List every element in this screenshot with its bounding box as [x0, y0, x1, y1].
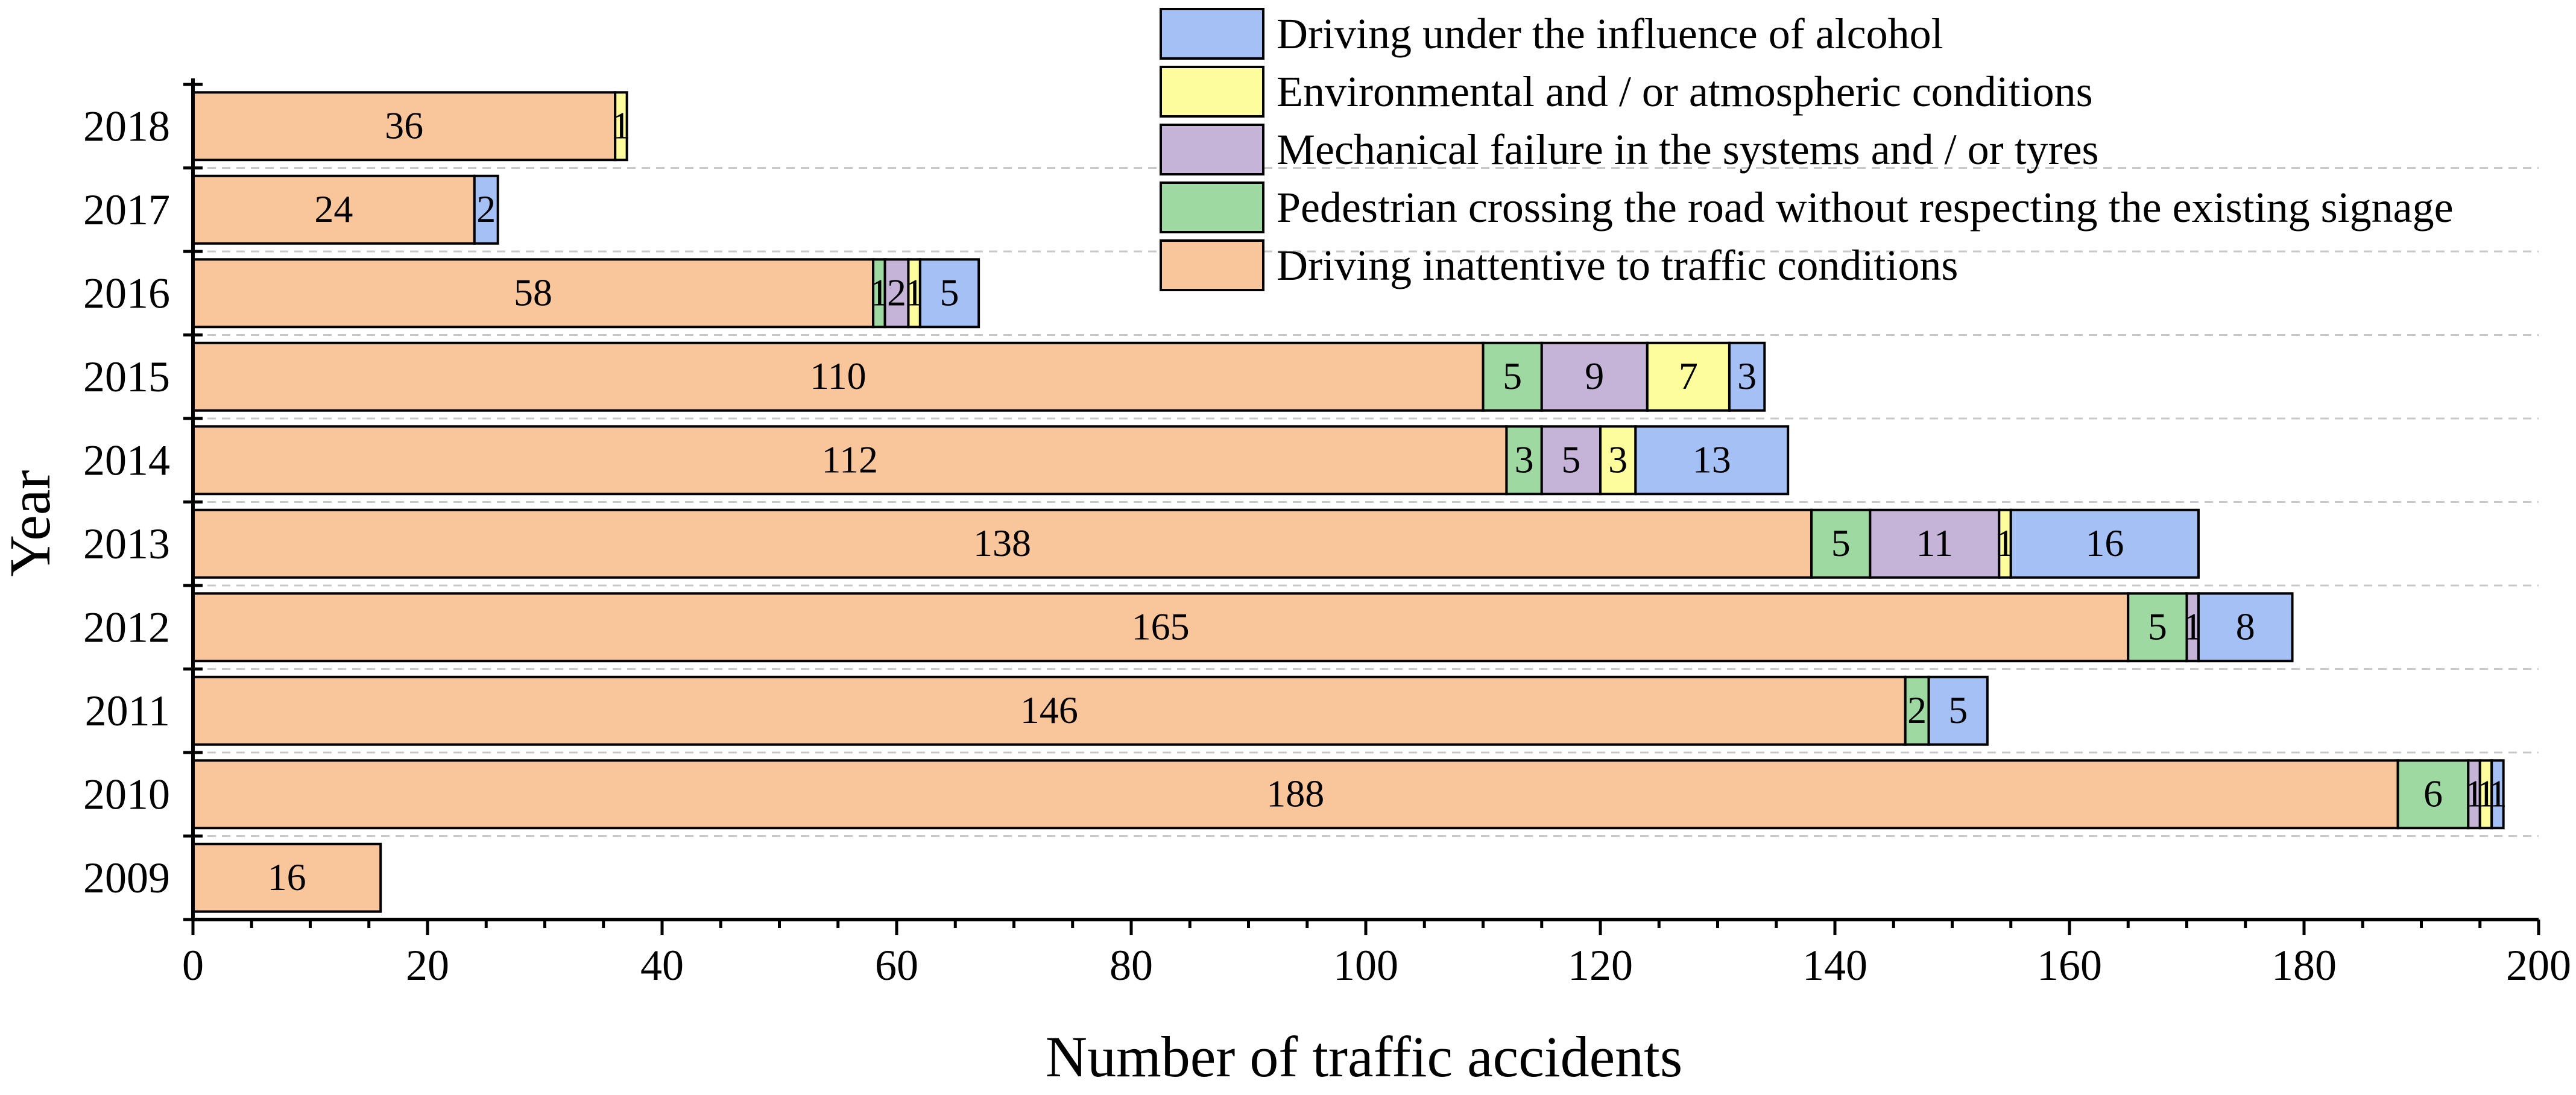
bar-value-label: 13: [1693, 438, 1731, 481]
bar-value-label: 6: [2423, 772, 2443, 815]
x-tick-label: 0: [182, 941, 204, 989]
bar-value-label: 9: [1585, 355, 1604, 397]
x-tick-label: 60: [875, 941, 918, 989]
y-tick-label: 2012: [83, 603, 170, 651]
x-tick-label: 80: [1110, 941, 1153, 989]
legend-swatch: [1160, 239, 1264, 291]
legend-swatch: [1160, 124, 1264, 175]
legend-entry-label: Pedestrian crossing the road without res…: [1277, 183, 2454, 232]
bar-segment: [2197, 592, 2294, 663]
bar-value-label: 188: [1266, 772, 1324, 815]
bar-value-label: 1: [2488, 772, 2507, 815]
y-tick-label: 2011: [85, 687, 170, 735]
bar-segment: [2009, 508, 2200, 579]
bar-segment: [2490, 759, 2505, 830]
bar-segment: [918, 258, 980, 329]
bar-value-label: 1: [611, 104, 631, 147]
bar-segment: [192, 759, 2399, 830]
legend-entry-label: Environmental and / or atmospheric condi…: [1277, 68, 2093, 116]
bar-segment: [1927, 675, 1989, 746]
x-tick-label: 20: [406, 941, 449, 989]
bar-segment: [1728, 341, 1766, 412]
bar-segment: [1869, 508, 2001, 579]
x-tick-label: 200: [2506, 941, 2571, 989]
y-tick-label: 2018: [83, 102, 170, 150]
bar-value-label: 2: [887, 271, 906, 314]
bar-value-label: 5: [2148, 605, 2167, 648]
bar-segment: [1540, 425, 1602, 496]
bar-value-label: 7: [1679, 355, 1698, 397]
legend-entry-label: Driving under the influence of alcohol: [1277, 10, 1943, 58]
bar-segment: [192, 425, 1508, 496]
bar-segment: [1646, 341, 1731, 412]
y-tick-label: 2015: [83, 353, 170, 401]
bar-value-label: 5: [1831, 522, 1851, 564]
grid-lines: [193, 167, 2539, 837]
bar-segment: [192, 174, 476, 245]
bar-value-label: 165: [1132, 605, 1190, 648]
bar-value-label: 146: [1020, 689, 1078, 731]
bar-value-label: 5: [1948, 689, 1968, 731]
bar-segment: [1810, 508, 1872, 579]
bar-value-label: 5: [1503, 355, 1522, 397]
bar-segment: [1540, 341, 1649, 412]
bar-segment: [192, 258, 875, 329]
bar-value-label: 16: [268, 856, 306, 898]
bar-value-label: 3: [1515, 438, 1534, 481]
y-tick-label: 2017: [83, 186, 170, 234]
bar-value-label: 3: [1737, 355, 1757, 397]
bar-value-label: 58: [514, 271, 552, 314]
x-tick-label: 160: [2037, 941, 2102, 989]
bar-segment: [2396, 759, 2470, 830]
legend-entry-label: Driving inattentive to traffic condition…: [1277, 241, 1958, 289]
bar-value-label: 5: [940, 271, 959, 314]
bar-value-label: 2: [476, 188, 496, 230]
y-axis-title: Year: [0, 470, 62, 577]
bar-value-label: 16: [2085, 522, 2124, 564]
bar-segment: [1904, 675, 1930, 746]
x-tick-label: 120: [1568, 941, 1633, 989]
bar-value-label: 2: [1907, 689, 1927, 731]
legend-swatch: [1160, 181, 1264, 233]
bar-value-label: 112: [821, 438, 878, 481]
bar-value-label: 36: [385, 104, 423, 147]
bar-value-label: 138: [973, 522, 1031, 564]
x-tick-label: 40: [640, 941, 684, 989]
bar-segment: [1634, 425, 1790, 496]
bar-segment: [192, 592, 2130, 663]
y-tick-label: 2014: [83, 436, 170, 484]
y-tick-label: 2013: [83, 520, 170, 568]
x-tick-label: 100: [1333, 941, 1398, 989]
bar-value-label: 24: [314, 188, 353, 230]
y-tick-label: 2009: [83, 854, 170, 902]
bar-segment: [192, 842, 382, 913]
bar-value-label: 110: [810, 355, 867, 397]
legend-swatch: [1160, 66, 1264, 118]
bar-segment: [473, 174, 499, 245]
bar-value-label: 8: [2236, 605, 2255, 648]
bar-segment: [1482, 341, 1543, 412]
legend: Driving under the influence of alcohol En…: [1160, 8, 2454, 291]
bar-segment: [192, 675, 1907, 746]
y-tick-label: 2016: [83, 269, 170, 317]
bar-value-label: 5: [1561, 438, 1580, 481]
bar-value-label: 11: [1916, 522, 1954, 564]
x-tick-label: 140: [1802, 941, 1867, 989]
x-tick-label: 180: [2271, 941, 2337, 989]
x-axis-title: Number of traffic accidents: [1046, 1024, 1682, 1089]
bar-segment: [614, 91, 628, 162]
axes: 2018201720162015201420132012201120102009…: [83, 78, 2571, 989]
legend-swatch: [1160, 8, 1264, 60]
bar-segment: [1599, 425, 1637, 496]
bar-value-label: 3: [1608, 438, 1627, 481]
y-tick-label: 2010: [83, 770, 170, 818]
legend-entry-label: Mechanical failure in the systems and / …: [1277, 125, 2099, 174]
